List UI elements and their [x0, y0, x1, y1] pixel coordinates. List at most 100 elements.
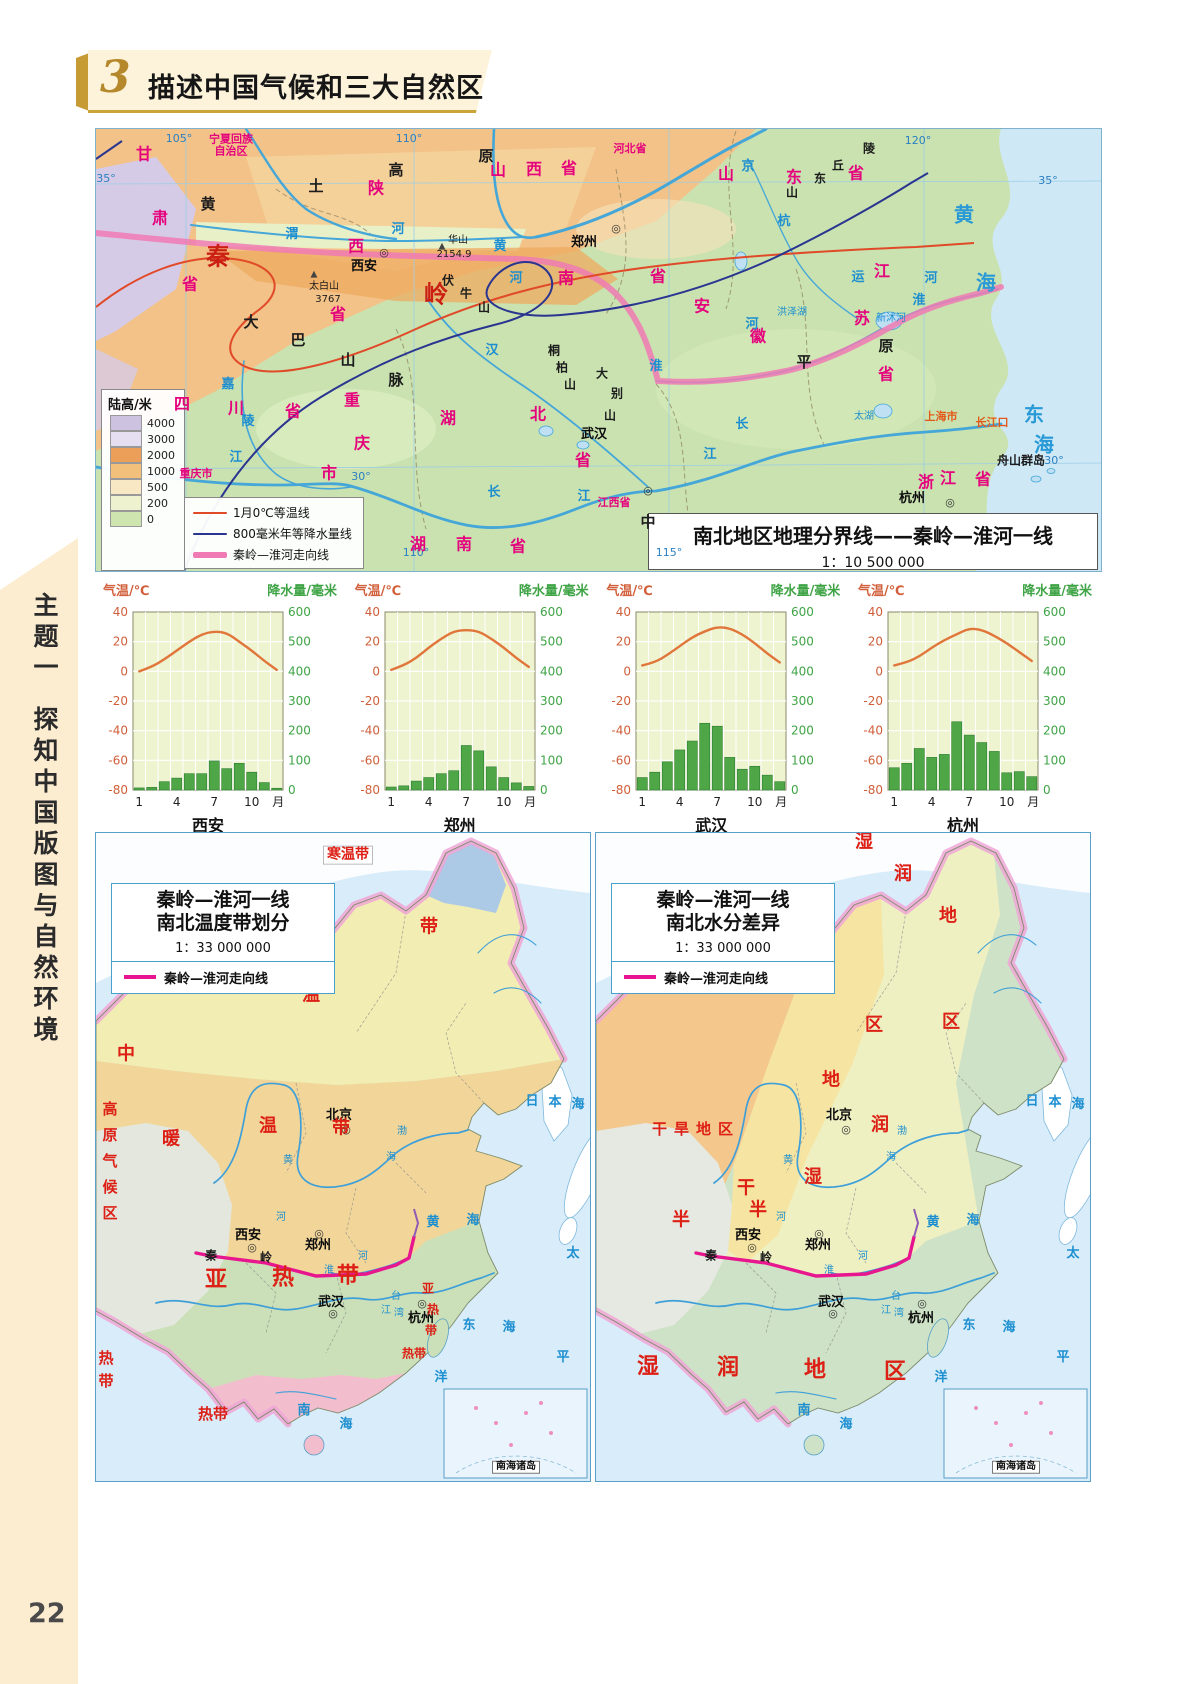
svg-text:500: 500	[288, 635, 311, 649]
svg-text:-80: -80	[360, 783, 380, 797]
svg-text:10: 10	[747, 795, 762, 809]
svg-text:-80: -80	[612, 783, 632, 797]
line-swatch	[193, 532, 227, 535]
svg-text:400: 400	[1043, 664, 1066, 678]
elevation-value: 0	[147, 512, 154, 526]
elevation-swatch	[110, 511, 142, 527]
svg-text:400: 400	[288, 664, 311, 678]
svg-text:600: 600	[288, 605, 311, 619]
svg-text:10: 10	[244, 795, 259, 809]
elevation-legend-title: 陆高/米	[108, 398, 152, 413]
elevation-swatch	[110, 415, 142, 431]
svg-text:-20: -20	[108, 694, 128, 708]
top-map-scale: 1：10 500 000	[821, 555, 925, 571]
elevation-swatch	[110, 447, 142, 463]
svg-text:-60: -60	[612, 753, 632, 767]
elevation-value: 2000	[147, 448, 175, 462]
right-map-title-box: 秦岭—淮河一线 南北水分差异 1：33 000 000 秦岭—淮河走向线	[611, 883, 835, 994]
line-swatch	[193, 511, 227, 514]
svg-text:-80: -80	[108, 783, 128, 797]
qinling-huaihe-boundary-map: 陆高/米 4000 3000 2000 1000 500 200 0 1月0℃等温线 800毫…	[95, 128, 1102, 572]
climate-chart: 气温/℃ 降水量/毫米 40 600 20 500 0 400 -20 300 -40 200 -60 1…	[850, 580, 1100, 835]
svg-text:600: 600	[1043, 605, 1066, 619]
svg-text:月: 月	[524, 795, 536, 809]
temp-axis-label: 气温/℃	[354, 584, 402, 599]
qinling-line-label: 秦岭—淮河走向线	[664, 971, 769, 987]
svg-text:-80: -80	[863, 783, 883, 797]
left-map-title-line2: 南北温度带划分	[156, 911, 290, 934]
svg-text:300: 300	[288, 694, 311, 708]
svg-text:0: 0	[1043, 783, 1051, 797]
temperature-zones-map: 秦岭—淮河一线 南北温度带划分 1：33 000 000 秦岭—淮河走向线 北京…	[95, 832, 591, 1482]
chapter-number: 3	[100, 52, 131, 103]
svg-text:200: 200	[791, 724, 814, 738]
elevation-value: 1000	[147, 464, 175, 478]
svg-text:10: 10	[999, 795, 1014, 809]
svg-text:-20: -20	[863, 694, 883, 708]
line-legend-row: 1月0℃等温线	[193, 502, 363, 523]
climate-chart-canvas: 40 600 20 500 0 400 -20 300 -40 200 -60 100 -80 0 1 4 7 1…	[612, 605, 815, 809]
top-map-title: 南北地区地理分界线——秦岭—淮河一线	[693, 524, 1053, 548]
svg-text:月: 月	[272, 795, 284, 809]
svg-text:0: 0	[372, 664, 380, 678]
svg-text:20: 20	[616, 635, 631, 649]
svg-text:200: 200	[1043, 724, 1066, 738]
svg-text:0: 0	[288, 783, 296, 797]
svg-text:7: 7	[965, 795, 973, 809]
qinling-line-swatch	[624, 975, 656, 980]
precip-axis-label: 降水量/毫米	[1022, 584, 1092, 599]
right-map-title-line2: 南北水分差异	[665, 911, 780, 934]
svg-text:300: 300	[791, 694, 814, 708]
svg-text:10: 10	[496, 795, 511, 809]
svg-text:500: 500	[540, 635, 563, 649]
svg-text:7: 7	[462, 795, 470, 809]
svg-text:500: 500	[791, 635, 814, 649]
line-label: 800毫米年等降水量线	[233, 527, 352, 541]
svg-text:-20: -20	[612, 694, 632, 708]
elevation-row: 200	[102, 495, 184, 511]
svg-text:20: 20	[364, 635, 379, 649]
line-swatch	[193, 551, 227, 558]
svg-text:-40: -40	[360, 724, 380, 738]
line-legend: 1月0℃等温线 800毫米年等降水量线 秦岭—淮河走向线	[184, 497, 364, 569]
climate-chart-canvas: 40 600 20 500 0 400 -20 300 -40 200 -60 100 -80 0 1 4 7 1…	[108, 605, 311, 809]
svg-text:0: 0	[791, 783, 799, 797]
svg-text:400: 400	[540, 664, 563, 678]
right-map-legend: 秦岭—淮河走向线	[612, 960, 834, 993]
svg-text:-40: -40	[108, 724, 128, 738]
page-title: 描述中国气候和三大自然区	[148, 73, 484, 104]
svg-text:200: 200	[540, 724, 563, 738]
temp-axis-label: 气温/℃	[103, 584, 150, 599]
svg-text:100: 100	[540, 753, 563, 767]
svg-text:400: 400	[791, 664, 814, 678]
elevation-row: 1000	[102, 463, 184, 479]
chart-city-name: 杭州	[946, 816, 979, 835]
elevation-value: 500	[147, 480, 168, 494]
svg-text:40: 40	[364, 605, 379, 619]
svg-text:4: 4	[425, 795, 433, 809]
svg-text:1: 1	[387, 795, 395, 809]
svg-text:7: 7	[210, 795, 218, 809]
elevation-value: 4000	[147, 416, 175, 430]
svg-text:40: 40	[868, 605, 883, 619]
right-map-title-line1: 秦岭—淮河一线	[656, 889, 790, 911]
svg-text:20: 20	[868, 635, 883, 649]
elevation-row: 2000	[102, 447, 184, 463]
elevation-swatch	[110, 463, 142, 479]
precip-axis-label: 降水量/毫米	[518, 584, 589, 599]
top-map-title-box: 南北地区地理分界线——秦岭—淮河一线 1：10 500 000	[648, 513, 1098, 571]
left-map-scale: 1：33 000 000	[175, 940, 271, 956]
line-label: 1月0℃等温线	[233, 506, 310, 520]
svg-text:40: 40	[113, 605, 128, 619]
svg-text:0: 0	[120, 664, 128, 678]
qinling-line-label: 秦岭—淮河走向线	[164, 971, 269, 987]
base-map-canvas	[96, 833, 590, 1481]
chart-city-name: 郑州	[443, 816, 476, 835]
climate-chart: 气温/℃ 降水量/毫米 40 600 20 500 0 400 -20 300 -40 200 -60 1…	[347, 580, 597, 835]
svg-text:-60: -60	[863, 753, 883, 767]
svg-text:4: 4	[676, 795, 684, 809]
elevation-row: 0	[102, 511, 184, 527]
svg-text:-40: -40	[863, 724, 883, 738]
chart-city-name: 西安	[191, 816, 225, 835]
svg-text:500: 500	[1043, 635, 1066, 649]
